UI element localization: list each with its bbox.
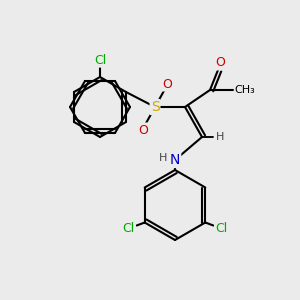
- Text: CH₃: CH₃: [235, 85, 255, 95]
- Text: O: O: [138, 124, 148, 136]
- Text: Cl: Cl: [123, 222, 135, 235]
- Text: O: O: [215, 56, 225, 70]
- Text: H: H: [159, 153, 167, 163]
- Text: H: H: [216, 132, 224, 142]
- Text: Cl: Cl: [215, 222, 227, 235]
- Text: S: S: [151, 100, 159, 114]
- Text: Cl: Cl: [94, 53, 106, 67]
- Text: N: N: [170, 153, 180, 167]
- Text: O: O: [162, 77, 172, 91]
